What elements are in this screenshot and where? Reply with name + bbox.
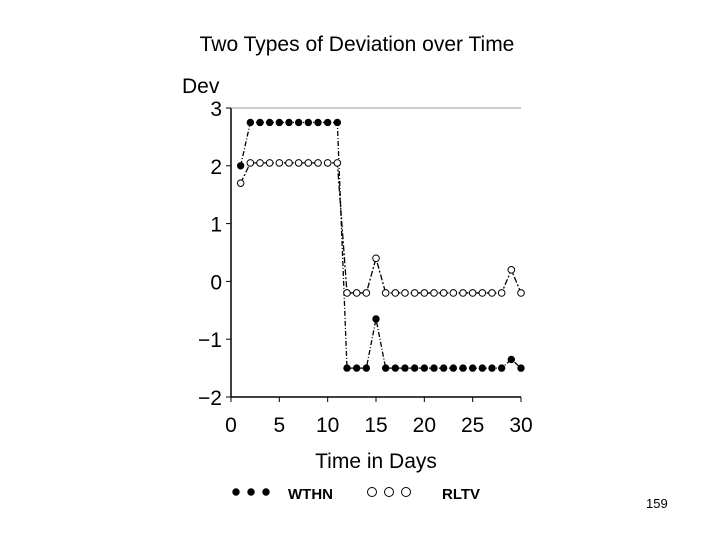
- data-point: [430, 364, 438, 372]
- data-point: [304, 159, 313, 167]
- data-point: [275, 118, 284, 127]
- data-point: [478, 364, 487, 372]
- data-point: [265, 118, 274, 127]
- data-point: [343, 364, 351, 372]
- series-rltv: [236, 159, 525, 297]
- data-point: [507, 266, 516, 274]
- y-tick-label: 0: [210, 271, 222, 294]
- data-point: [246, 118, 255, 127]
- data-point: [517, 364, 525, 372]
- data-point: [391, 364, 400, 372]
- data-point: [420, 364, 429, 372]
- data-point: [401, 289, 409, 297]
- y-axis-ticks: 3 2 1 0 −1 −2: [198, 98, 231, 410]
- series-layer: [236, 118, 525, 372]
- x-tick-label: 25: [461, 414, 484, 437]
- data-point: [449, 364, 458, 372]
- legend-symbol: [384, 487, 394, 497]
- data-point: [459, 364, 467, 372]
- data-point: [439, 289, 448, 297]
- data-point: [256, 159, 264, 167]
- legend: WTHN RLTV: [232, 486, 480, 503]
- data-point: [478, 289, 487, 297]
- y-tick-label: −2: [198, 387, 222, 410]
- data-point: [314, 118, 322, 127]
- series-line: [240, 162, 522, 294]
- data-point: [381, 289, 390, 297]
- data-point: [488, 364, 496, 372]
- data-point: [352, 289, 361, 297]
- data-point: [420, 289, 429, 297]
- legend-label: WTHN: [288, 486, 333, 503]
- data-point: [275, 159, 284, 167]
- data-point: [265, 159, 274, 167]
- data-point: [468, 364, 477, 372]
- data-point: [449, 289, 458, 297]
- chart-title: Two Types of Deviation over Time: [200, 33, 515, 56]
- data-point: [439, 364, 448, 372]
- x-axis-label: Time in Days: [315, 450, 437, 473]
- data-point: [517, 289, 525, 297]
- data-point: [430, 289, 438, 297]
- data-point: [236, 179, 245, 187]
- data-point: [459, 289, 467, 297]
- data-point: [372, 254, 380, 263]
- data-point: [285, 118, 293, 127]
- data-point: [497, 364, 506, 372]
- x-tick-label: 15: [364, 414, 387, 437]
- data-point: [362, 364, 371, 372]
- legend-symbol: [232, 488, 240, 496]
- data-point: [352, 364, 361, 372]
- data-point: [246, 159, 255, 167]
- x-tick-label: 30: [509, 414, 532, 437]
- series-wthn: [236, 118, 525, 372]
- data-point: [372, 315, 380, 323]
- data-point: [256, 118, 264, 127]
- x-axis-ticks: 0 5 10 15 20 25 30: [225, 397, 533, 437]
- legend-symbol: [401, 487, 411, 497]
- legend-symbol: [262, 488, 270, 496]
- data-point: [410, 289, 419, 297]
- data-point: [381, 364, 390, 372]
- data-point: [333, 118, 342, 127]
- data-point: [401, 364, 409, 372]
- x-tick-label: 5: [273, 414, 285, 437]
- y-tick-label: −1: [198, 329, 222, 352]
- x-tick-label: 0: [225, 414, 237, 437]
- data-point: [391, 289, 400, 297]
- plot-frame: [230, 107, 521, 398]
- x-tick-label: 10: [316, 414, 339, 437]
- data-point: [294, 118, 303, 127]
- data-point: [507, 355, 516, 364]
- series-line: [240, 121, 522, 369]
- data-point: [294, 159, 303, 167]
- data-point: [488, 289, 496, 297]
- legend-item-wthn: WTHN: [232, 486, 333, 503]
- data-point: [362, 289, 371, 297]
- data-point: [497, 289, 506, 297]
- data-point: [323, 118, 332, 127]
- data-point: [314, 159, 322, 167]
- y-axis-label: Dev: [182, 75, 220, 98]
- data-point: [468, 289, 477, 297]
- legend-symbol: [367, 487, 377, 497]
- y-tick-label: 2: [210, 156, 222, 179]
- data-point: [333, 159, 342, 167]
- y-tick-label: 1: [210, 214, 222, 237]
- data-point: [304, 118, 313, 127]
- data-point: [410, 364, 419, 372]
- y-tick-label: 3: [210, 98, 222, 121]
- legend-symbol: [247, 488, 255, 496]
- page-number: 159: [646, 496, 668, 511]
- data-point: [343, 289, 351, 297]
- legend-item-rltv: RLTV: [367, 486, 480, 503]
- data-point: [323, 159, 332, 167]
- legend-label: RLTV: [442, 486, 480, 503]
- x-tick-label: 20: [413, 414, 436, 437]
- data-point: [236, 162, 245, 170]
- data-point: [285, 159, 293, 167]
